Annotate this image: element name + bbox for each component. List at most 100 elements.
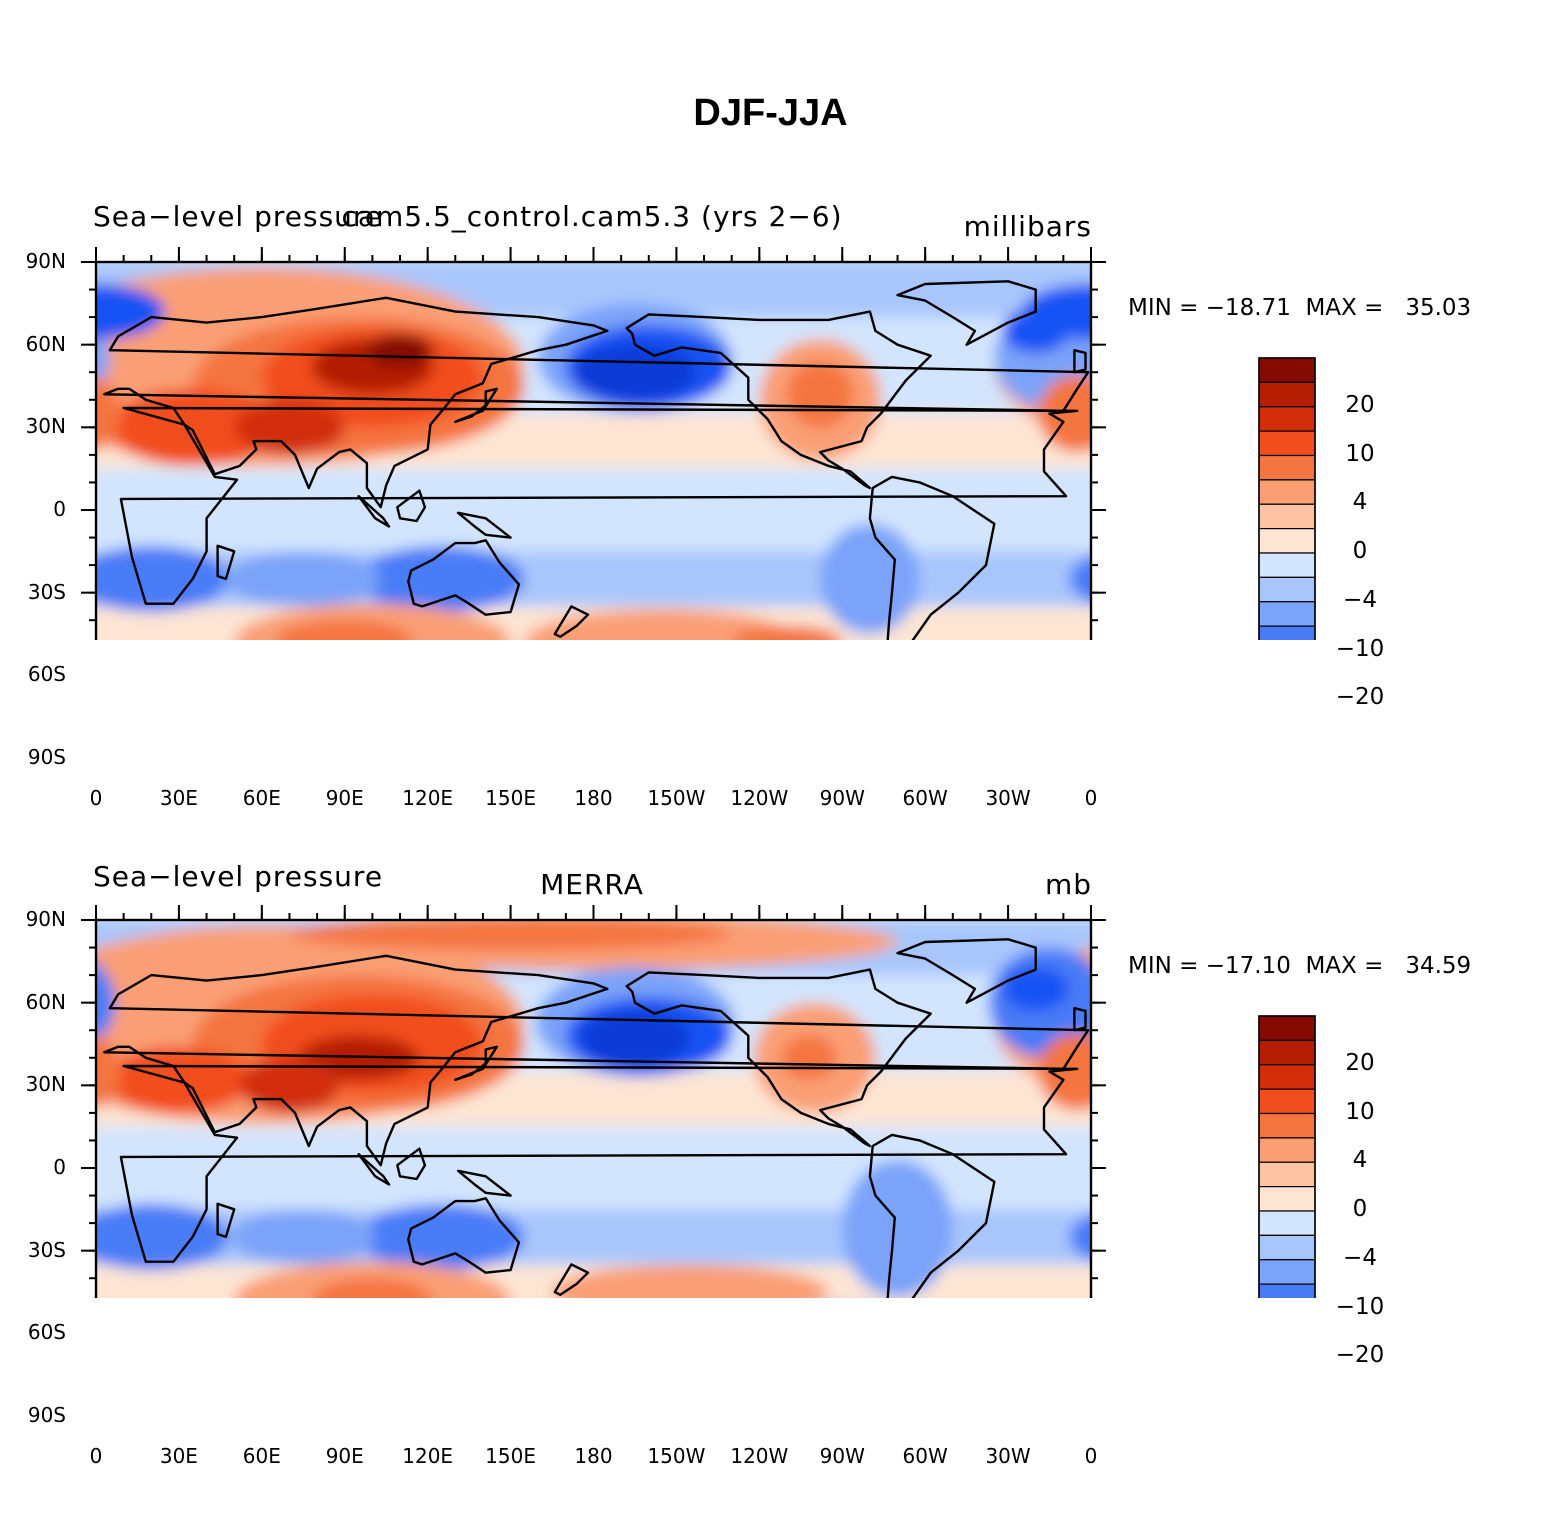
- figure-title: DJF-JJA: [693, 92, 848, 134]
- lat-tick-label: 0: [53, 497, 66, 521]
- colorbar-label: 20: [1345, 1049, 1375, 1076]
- pressure-anomaly: [1021, 284, 1091, 340]
- lat-tick-label: 90S: [27, 745, 66, 769]
- coastline: [625, 968, 932, 1148]
- lon-tick-label: 90E: [325, 1444, 364, 1468]
- coastline: [396, 1147, 427, 1181]
- lon-tick-label: 30W: [985, 1444, 1031, 1468]
- pressure-anomaly: [358, 545, 525, 612]
- pressure-anomaly: [786, 361, 854, 428]
- colorbar-swatch: [1258, 1112, 1316, 1139]
- lat-tick-label: 30S: [27, 579, 66, 604]
- lat-tick-label: 90N: [25, 249, 66, 273]
- colorbar-swatch: [1258, 406, 1316, 432]
- pressure-anomaly: [1068, 555, 1091, 603]
- lon-tick-label: 120W: [730, 786, 789, 810]
- lon-tick-label: 120E: [402, 1444, 454, 1468]
- lon-tick-label: 60E: [242, 1444, 281, 1468]
- lat-tick-label: 60S: [27, 662, 66, 687]
- colorbar-label: 4: [1352, 489, 1368, 516]
- pressure-anomaly: [225, 551, 381, 607]
- coastline: [119, 1064, 1079, 1263]
- coastlines: [103, 280, 1090, 640]
- pressure-anomaly: [96, 284, 166, 340]
- coastline: [103, 954, 1090, 1167]
- lon-tick-label: 30E: [159, 1444, 198, 1468]
- pressure-anomaly: [366, 333, 434, 367]
- coastline: [896, 280, 1037, 346]
- lon-tick-label: 0: [89, 786, 103, 810]
- lat-tick-label: 30N: [25, 414, 66, 439]
- pressure-anomaly: [781, 1035, 837, 1080]
- colorbar-swatch: [1258, 528, 1316, 554]
- coastline: [1073, 349, 1087, 374]
- colorbar-label: 20: [1345, 391, 1375, 418]
- coastline: [357, 1153, 391, 1186]
- coastline: [454, 387, 498, 423]
- panel-units: mb: [1044, 868, 1092, 901]
- lat-tick-label: 90S: [27, 1403, 66, 1427]
- lat-tick-label: 60N: [25, 331, 66, 356]
- colorbar-label: 0: [1352, 1196, 1368, 1222]
- lon-tick-label: 120W: [730, 1444, 789, 1468]
- colorbar-label: −20: [1335, 1342, 1385, 1369]
- pressure-anomaly: [1002, 966, 1069, 1011]
- colorbar-swatch: [1258, 1015, 1316, 1041]
- coastline: [396, 489, 427, 523]
- coastlines: [103, 938, 1090, 1298]
- lat-tick-label: 30S: [27, 1237, 66, 1262]
- min-max-readout: MIN = −17.10 MAX = 34.59: [1128, 953, 1472, 979]
- colorbar-swatch: [1258, 576, 1316, 603]
- lon-tick-label: 150W: [647, 786, 706, 810]
- panel-center-title: MERRA: [540, 868, 644, 901]
- panel-units: millibars: [963, 210, 1092, 243]
- colorbar-label: 10: [1345, 1098, 1375, 1125]
- colorbar-swatch: [1258, 503, 1316, 530]
- coastline: [553, 605, 590, 638]
- pressure-anomaly: [358, 1203, 525, 1270]
- coastline: [407, 539, 521, 616]
- lon-tick-label: 60W: [902, 786, 948, 810]
- pressure-anomaly: [96, 962, 116, 1043]
- pressure-anomaly: [524, 609, 801, 640]
- pressure-anomaly: [820, 523, 920, 635]
- lon-tick-label: 150W: [647, 1444, 706, 1468]
- panel-center-title: cam5.5_control.cam5.3 (yrs 2−6): [341, 200, 843, 233]
- axis-ticks: [81, 905, 1106, 1280]
- pressure-anomaly: [1105, 389, 1271, 466]
- colorbar-swatch: [1258, 357, 1316, 383]
- colorbar-swatch: [1258, 1064, 1316, 1090]
- pressure-map: [81, 247, 1316, 640]
- coastline: [119, 406, 1079, 605]
- pressure-anomaly: [1068, 1213, 1091, 1261]
- lon-tick-label: 120E: [402, 786, 454, 810]
- coastline: [216, 1202, 236, 1239]
- colorbar-swatch: [1258, 1039, 1316, 1066]
- pressure-anomaly: [574, 344, 696, 400]
- lon-tick-label: 30W: [985, 786, 1031, 810]
- colorbar-swatch: [1258, 454, 1316, 481]
- pressure-band: [96, 1126, 1091, 1210]
- colorbar-swatch: [1258, 479, 1316, 505]
- colorbar-swatch: [1258, 601, 1316, 627]
- colorbar-label: 10: [1345, 440, 1375, 467]
- lon-tick-label: 0: [1084, 1444, 1098, 1468]
- pressure-anomaly: [552, 1264, 829, 1298]
- min-max-readout: MIN = −18.71 MAX = 35.03: [1128, 295, 1472, 321]
- pressure-anomaly: [276, 620, 414, 640]
- lon-tick-label: 90W: [819, 786, 865, 810]
- pressure-anomaly: [842, 1159, 953, 1298]
- lon-tick-label: 90E: [325, 786, 364, 810]
- coastline: [454, 1045, 498, 1081]
- pressure-anomaly: [96, 1203, 229, 1270]
- coastline: [553, 1263, 590, 1296]
- lat-tick-label: 90N: [25, 907, 66, 931]
- contour-fill: [96, 262, 1271, 640]
- pressure-anomaly: [231, 1209, 376, 1265]
- model-panel: Sea−level pressure cam5.5_control.cam5.3…: [0, 0, 1541, 810]
- colorbar-label: −10: [1335, 1293, 1385, 1320]
- coastline: [357, 495, 391, 528]
- lon-tick-label: 60E: [242, 786, 281, 810]
- pressure-anomaly: [1038, 374, 1091, 453]
- lat-tick-label: 60N: [25, 989, 66, 1014]
